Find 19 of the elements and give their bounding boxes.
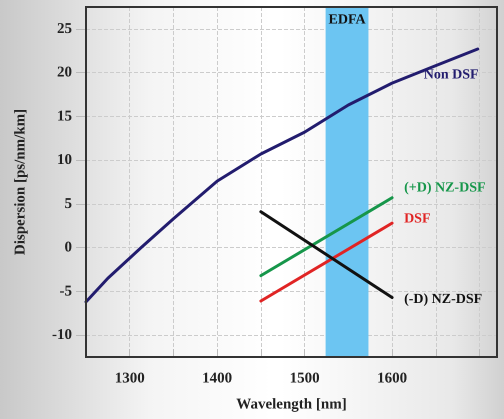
series-label: DSF xyxy=(404,212,431,227)
y-tick-label: 0 xyxy=(64,240,72,256)
series-label: Non DSF xyxy=(424,68,479,82)
y-tick-label: 10 xyxy=(57,152,72,168)
x-tick-label: 1400 xyxy=(202,370,232,386)
x-tick-label: 1300 xyxy=(114,370,145,386)
series-label: (-D) NZ-DSF xyxy=(404,292,482,307)
series-label: (+D) NZ-DSF xyxy=(404,180,486,196)
y-tick-label: 20 xyxy=(57,64,72,81)
y-tick-label: -5 xyxy=(60,283,72,300)
y-tick-label: 25 xyxy=(57,20,72,37)
x-axis-title: Wavelength [nm] xyxy=(236,396,347,412)
y-tick-label: 5 xyxy=(64,196,72,212)
y-tick-label: -10 xyxy=(52,327,72,344)
y-axis-title: Dispersion [ps/nm/km] xyxy=(12,108,28,256)
x-tick-label: 1500 xyxy=(290,370,320,386)
band-label: EDFA xyxy=(328,12,366,28)
y-tick-label: 15 xyxy=(57,108,72,124)
x-tick-label: 1600 xyxy=(377,370,408,386)
